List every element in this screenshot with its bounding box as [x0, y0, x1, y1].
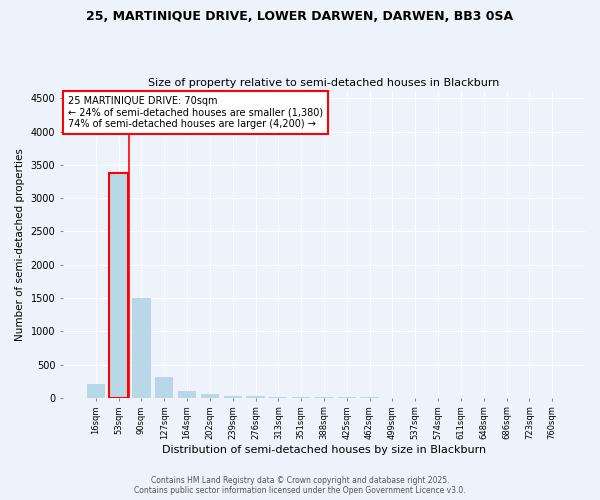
X-axis label: Distribution of semi-detached houses by size in Blackburn: Distribution of semi-detached houses by …	[162, 445, 486, 455]
Bar	[86, 384, 105, 398]
Text: 25, MARTINIQUE DRIVE, LOWER DARWEN, DARWEN, BB3 0SA: 25, MARTINIQUE DRIVE, LOWER DARWEN, DARW…	[86, 10, 514, 23]
Bar	[133, 298, 151, 398]
Bar	[109, 173, 128, 398]
Bar	[155, 376, 173, 398]
Bar	[269, 397, 287, 398]
Bar	[224, 396, 242, 398]
Bar	[247, 396, 265, 398]
Text: 25 MARTINIQUE DRIVE: 70sqm
← 24% of semi-detached houses are smaller (1,380)
74%: 25 MARTINIQUE DRIVE: 70sqm ← 24% of semi…	[68, 96, 323, 130]
Text: Contains HM Land Registry data © Crown copyright and database right 2025.
Contai: Contains HM Land Registry data © Crown c…	[134, 476, 466, 495]
Bar	[201, 394, 219, 398]
Bar	[178, 391, 196, 398]
Title: Size of property relative to semi-detached houses in Blackburn: Size of property relative to semi-detach…	[148, 78, 500, 88]
Bar	[292, 397, 310, 398]
Y-axis label: Number of semi-detached properties: Number of semi-detached properties	[15, 148, 25, 341]
